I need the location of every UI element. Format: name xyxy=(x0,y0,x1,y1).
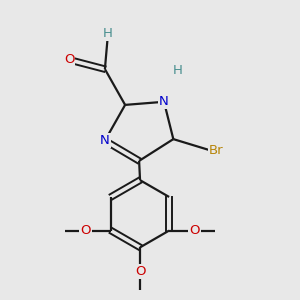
Text: Br: Br xyxy=(209,143,224,157)
Text: N: N xyxy=(100,134,110,147)
Text: N: N xyxy=(159,95,169,108)
Text: O: O xyxy=(80,224,91,237)
Text: H: H xyxy=(103,27,113,40)
Text: O: O xyxy=(189,224,200,237)
Text: O: O xyxy=(135,265,145,278)
Text: O: O xyxy=(64,53,74,66)
Text: H: H xyxy=(173,64,183,77)
